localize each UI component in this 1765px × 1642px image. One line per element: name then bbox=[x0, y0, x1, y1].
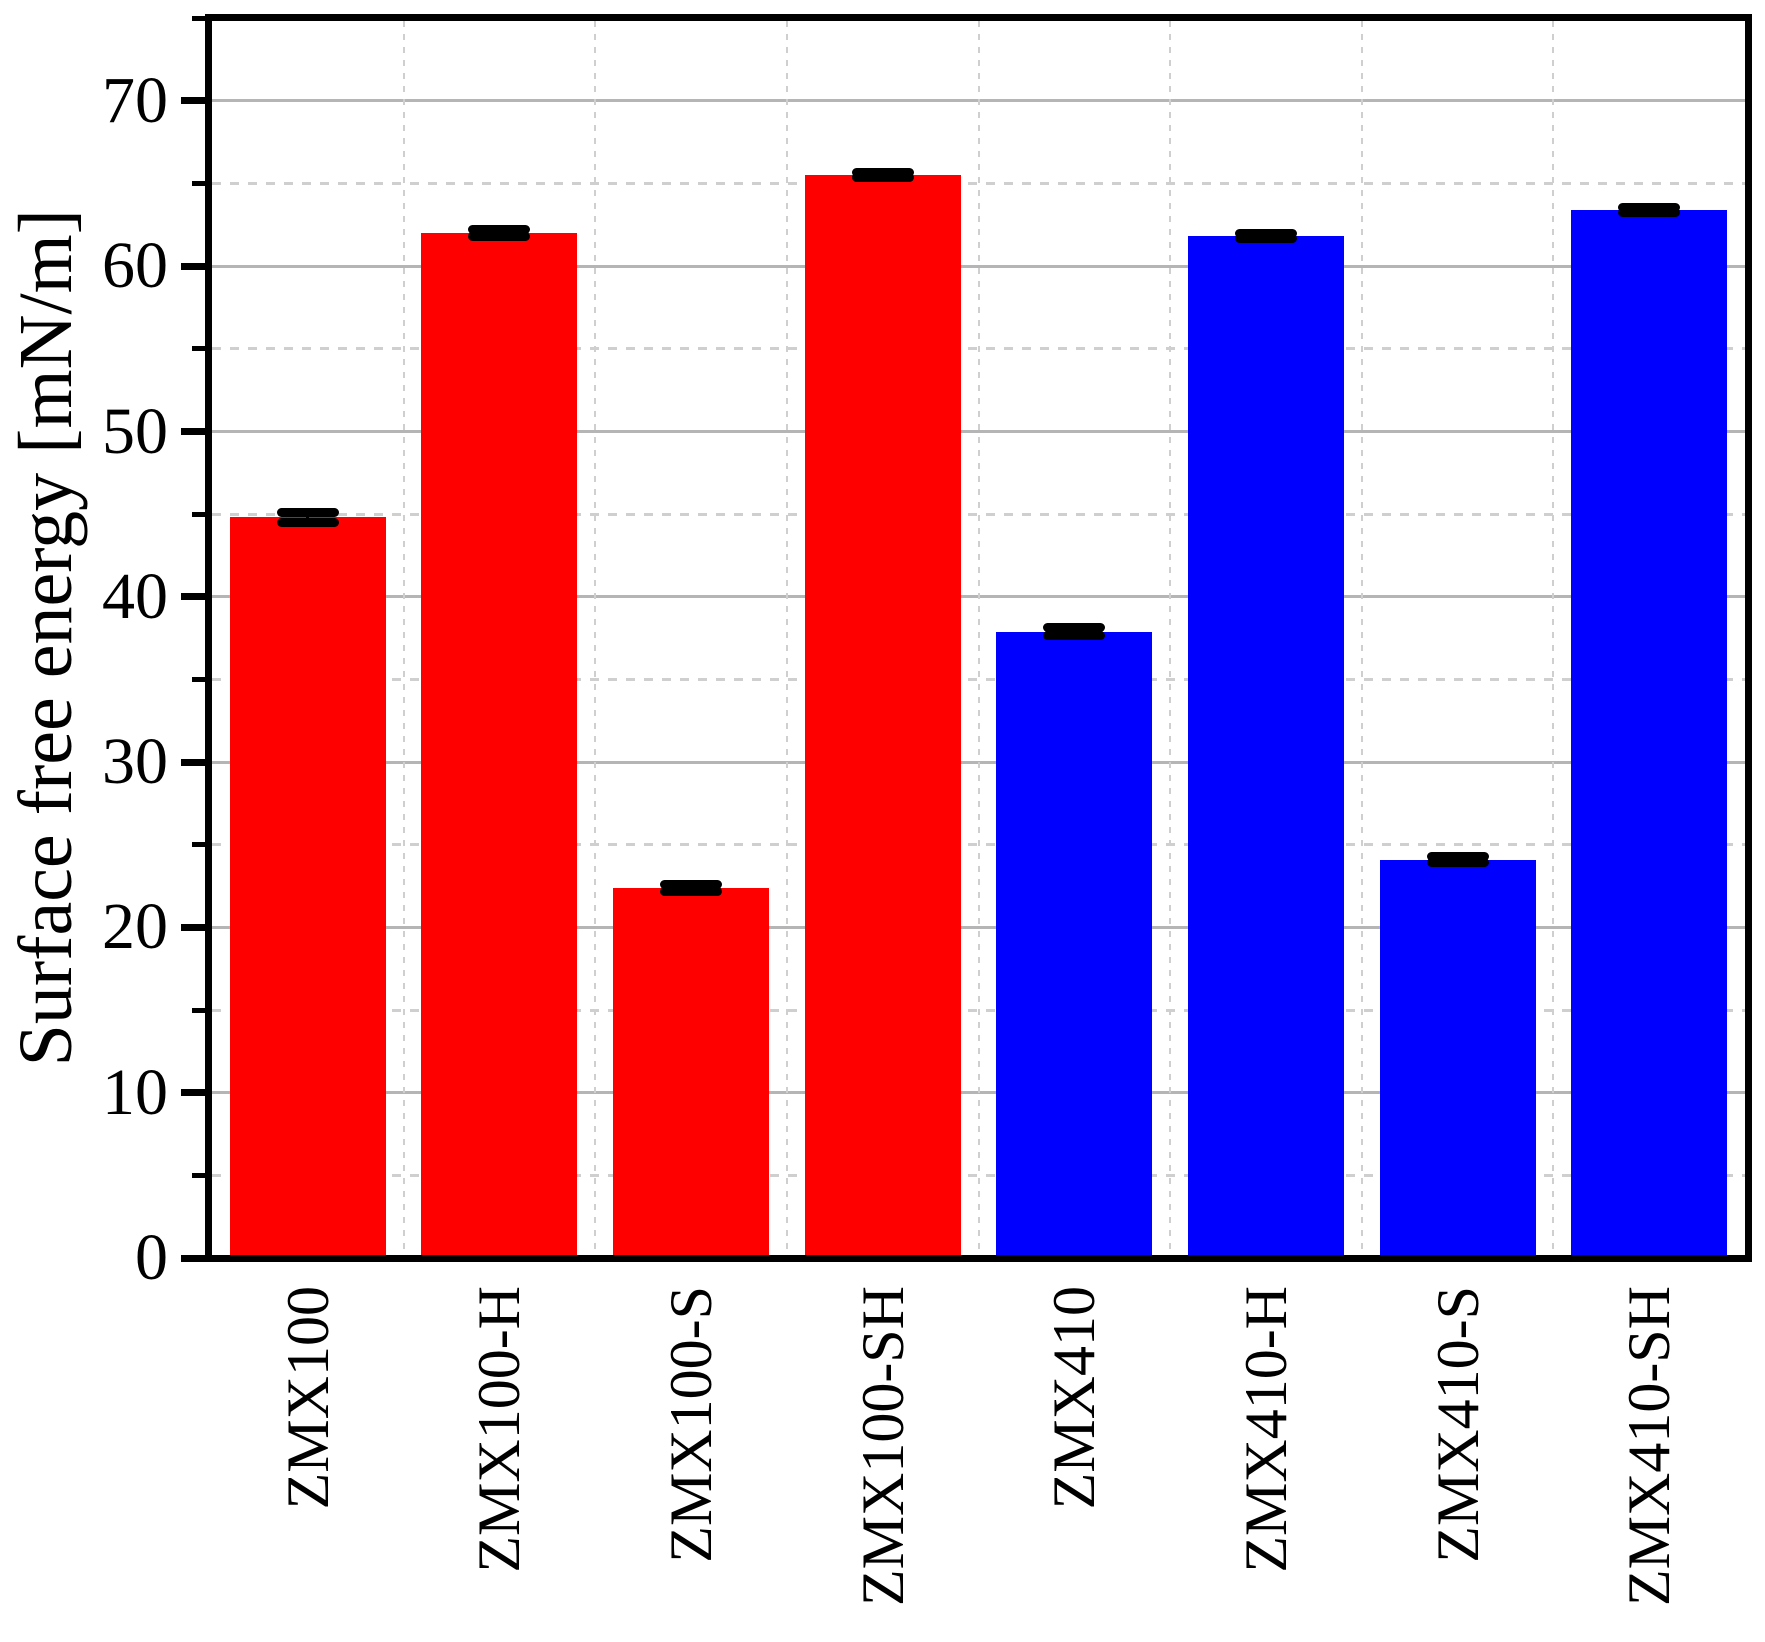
y-tick-label: 20 bbox=[102, 890, 168, 964]
gridline-vertical bbox=[785, 21, 788, 1255]
error-bar-cap bbox=[1234, 229, 1297, 239]
y-minor-tick bbox=[192, 676, 206, 682]
y-major-tick bbox=[181, 428, 206, 435]
gridline-vertical bbox=[402, 21, 405, 1255]
error-bar-cap bbox=[1618, 203, 1681, 213]
error-bar-cap bbox=[851, 173, 914, 183]
y-major-tick bbox=[181, 262, 206, 270]
bar bbox=[613, 887, 770, 1255]
error-bar-cap bbox=[276, 517, 339, 527]
y-tick-label: 60 bbox=[102, 229, 168, 303]
error-bar-cap bbox=[468, 231, 531, 241]
y-minor-tick bbox=[192, 511, 206, 517]
bar bbox=[1571, 209, 1728, 1255]
y-tick-label: 30 bbox=[102, 725, 168, 799]
y-minor-tick bbox=[192, 346, 206, 352]
bar bbox=[421, 233, 578, 1255]
gridline-vertical bbox=[977, 21, 980, 1255]
x-tick-label: ZMX100 bbox=[274, 1286, 341, 1510]
x-tick-label: ZMX100-SH bbox=[849, 1286, 916, 1607]
error-bar-cap bbox=[1426, 851, 1489, 861]
x-tick-label: ZMX410-S bbox=[1424, 1286, 1491, 1563]
y-minor-tick bbox=[192, 1007, 206, 1013]
y-tick-label: 10 bbox=[102, 1055, 168, 1129]
y-tick-label: 70 bbox=[102, 63, 168, 137]
y-major-tick bbox=[181, 758, 206, 766]
error-bar-cap bbox=[660, 879, 723, 889]
y-minor-tick bbox=[192, 15, 206, 21]
gridline-vertical bbox=[594, 21, 597, 1255]
error-bar-cap bbox=[1234, 234, 1297, 244]
error-bar-cap bbox=[1618, 207, 1681, 217]
y-major-tick bbox=[181, 593, 206, 601]
y-major-tick bbox=[181, 1254, 206, 1262]
y-minor-tick bbox=[192, 842, 206, 848]
error-bar-cap bbox=[660, 886, 723, 896]
bar bbox=[1379, 859, 1536, 1255]
gridline-vertical bbox=[1552, 21, 1555, 1255]
x-tick-label: ZMX100-H bbox=[466, 1286, 533, 1573]
gridline-vertical bbox=[1169, 21, 1172, 1255]
y-tick-label: 0 bbox=[135, 1221, 168, 1294]
x-tick-label: ZMX410-H bbox=[1232, 1286, 1299, 1573]
bar bbox=[996, 631, 1153, 1255]
x-tick-label: ZMX410-SH bbox=[1616, 1286, 1683, 1607]
x-tick-label: ZMX410 bbox=[1041, 1286, 1108, 1510]
error-bar-cap bbox=[851, 168, 914, 178]
error-bar-cap bbox=[1043, 622, 1106, 632]
y-major-tick bbox=[181, 1089, 206, 1097]
y-major-tick bbox=[181, 97, 206, 105]
y-major-tick bbox=[181, 923, 206, 931]
bar bbox=[804, 175, 961, 1255]
error-bar-whisker bbox=[306, 512, 310, 523]
error-bar-cap bbox=[468, 225, 531, 235]
y-tick-label: 40 bbox=[102, 559, 168, 633]
error-bar-cap bbox=[1426, 858, 1489, 868]
y-minor-tick bbox=[192, 1172, 206, 1178]
x-tick-label: ZMX100-S bbox=[658, 1286, 725, 1563]
bar bbox=[229, 517, 386, 1255]
error-bar-cap bbox=[1043, 631, 1106, 641]
error-bar-cap bbox=[276, 507, 339, 517]
y-tick-label: 50 bbox=[102, 394, 168, 468]
gridline-vertical bbox=[1360, 21, 1363, 1255]
bar bbox=[1187, 236, 1344, 1255]
plot-frame bbox=[205, 14, 1752, 1262]
y-minor-tick bbox=[192, 181, 206, 187]
